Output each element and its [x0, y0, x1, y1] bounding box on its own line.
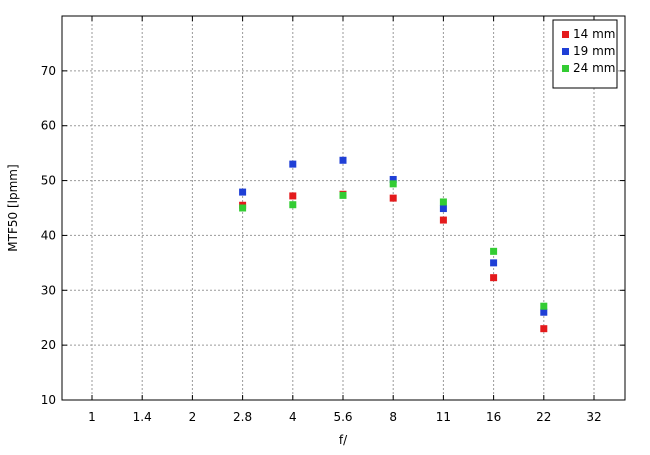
y-axis-title: MTF50 [lpmm]: [6, 164, 20, 251]
x-axis-title: f/: [339, 433, 348, 447]
y-tick-label: 10: [41, 393, 56, 407]
legend-swatch: [562, 31, 569, 38]
x-tick-label: 4: [289, 410, 297, 424]
data-point-19-mm: [339, 156, 347, 164]
data-point-19-mm: [439, 205, 447, 213]
x-tick-label: 16: [486, 410, 501, 424]
y-tick-label: 70: [41, 64, 56, 78]
y-tick-label: 20: [41, 338, 56, 352]
plot-frame: [61, 15, 626, 401]
data-point-19-mm: [289, 160, 297, 168]
data-point-14-mm: [389, 194, 397, 202]
y-tick-label: 40: [41, 228, 56, 242]
data-point-14-mm: [289, 192, 297, 200]
x-tick-label: 1.4: [133, 410, 152, 424]
legend-label: 14 mm: [573, 27, 615, 41]
data-point-24-mm: [439, 198, 447, 206]
y-tick-label: 60: [41, 119, 56, 133]
data-point-14-mm: [439, 216, 447, 224]
legend: 14 mm 19 mm 24 mm: [552, 19, 618, 89]
data-point-19-mm: [490, 259, 498, 267]
legend-label: 24 mm: [573, 61, 615, 75]
x-tick-label: 22: [536, 410, 551, 424]
data-point-19-mm: [540, 308, 548, 316]
x-tick-label: 11: [436, 410, 451, 424]
x-tick-label: 2.8: [233, 410, 252, 424]
data-point-24-mm: [289, 201, 297, 209]
data-point-14-mm: [540, 325, 548, 333]
data-point-24-mm: [339, 191, 347, 199]
x-tick-label: 5.6: [333, 410, 352, 424]
legend-label: 19 mm: [573, 44, 615, 58]
data-point-19-mm: [239, 188, 247, 196]
data-point-19-mm: [389, 175, 397, 183]
x-axis-ticks: 1 1.4 2 2.8 4 5.6 8 11 16 22 32: [88, 16, 602, 424]
x-tick-label: 1: [88, 410, 96, 424]
data-point-24-mm: [239, 204, 247, 212]
y-tick-label: 50: [41, 174, 56, 188]
x-tick-label: 8: [389, 410, 397, 424]
y-axis-ticks: 10 20 30 40 50 60 70: [41, 64, 625, 407]
x-tick-label: 2: [189, 410, 197, 424]
data-point-24-mm: [540, 302, 548, 310]
legend-swatch: [562, 65, 569, 72]
data-points: [239, 156, 548, 333]
data-point-14-mm: [490, 274, 498, 282]
data-point-24-mm: [389, 180, 397, 188]
data-point-24-mm: [490, 247, 498, 255]
y-tick-label: 30: [41, 283, 56, 297]
x-tick-label: 32: [586, 410, 601, 424]
legend-swatch: [562, 48, 569, 55]
